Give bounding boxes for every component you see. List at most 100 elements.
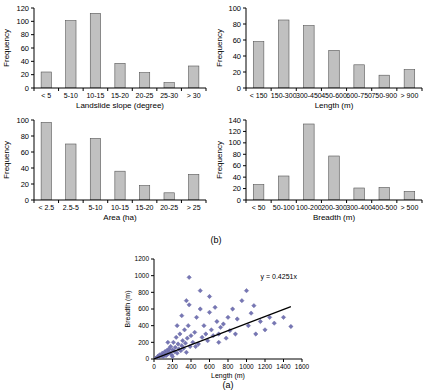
bar [90, 13, 100, 88]
y-tick-label: 40 [21, 57, 29, 66]
y-tick-label: 40 [233, 52, 241, 61]
x-tick-label: 600-750 [346, 92, 372, 99]
scatter-point [194, 315, 198, 319]
x-tick-label: 0 [152, 363, 156, 370]
y-tick-label: 20 [21, 70, 29, 79]
bar [329, 50, 340, 88]
x-tick-label: 750-900 [371, 92, 397, 99]
y-tick-label: 0 [25, 84, 29, 93]
scatter-point [182, 328, 186, 332]
x-tick-separator [34, 200, 35, 203]
bar-chart: 020406080100120140< 5050-100100-200200-3… [215, 116, 422, 222]
bar [404, 70, 415, 88]
x-axis-title: Area (ha) [103, 213, 137, 222]
y-axis-title: Frequency [215, 29, 224, 67]
x-tick-separator [346, 200, 347, 203]
bar [329, 156, 340, 200]
trend-line [154, 307, 291, 359]
x-tick-separator [296, 200, 297, 203]
scatter-point [185, 336, 189, 340]
plot-marks [154, 275, 293, 359]
y-tick-label: 100 [228, 4, 241, 13]
y-tick-label: 120 [228, 127, 241, 136]
background [0, 0, 433, 391]
x-tick-label: 1400 [276, 363, 291, 370]
bar [66, 144, 76, 200]
x-tick-separator [181, 88, 182, 91]
bar [354, 65, 365, 88]
scatter-point [187, 275, 191, 279]
x-tick-label: < 5 [41, 92, 51, 99]
y-tick-label: 80 [233, 20, 241, 29]
annotation: y = 0.4251x [261, 273, 298, 281]
scatter-point [226, 315, 230, 319]
y-tick-label: 100 [16, 116, 29, 125]
scatter-point [240, 298, 244, 302]
bar [139, 73, 149, 88]
y-tick-label: 1000 [135, 272, 150, 279]
y-tick-label: 20 [21, 180, 29, 189]
y-tick [31, 120, 34, 121]
x-tick [191, 359, 192, 362]
x-tick-separator [206, 200, 207, 203]
y-tick-label: 80 [233, 150, 241, 159]
y-axis-title: Breadth (m) [124, 291, 132, 328]
x-tick-label: > 30 [187, 92, 201, 99]
scatter-point [175, 351, 179, 355]
x-tick-label: 300-400 [346, 204, 372, 211]
panel-caption: (a) [223, 380, 234, 390]
scatter-chart: 0200400600800100012000200400600800100012… [124, 255, 310, 380]
x-tick-separator [396, 88, 397, 91]
bar [41, 122, 51, 200]
bar [379, 75, 390, 88]
x-tick-separator [107, 88, 108, 91]
y-tick-label: 200 [138, 339, 149, 346]
y-tick [151, 259, 154, 260]
y-tick-label: 60 [233, 161, 241, 170]
x-tick [246, 359, 247, 362]
y-tick-label: 0 [237, 84, 241, 93]
x-tick-label: 400 [186, 363, 197, 370]
bar [278, 176, 289, 200]
x-tick-separator [58, 200, 59, 203]
y-tick [31, 184, 34, 185]
x-tick-label: 10-15 [86, 92, 104, 99]
bar [164, 83, 174, 88]
y-tick-label: 60 [233, 36, 241, 45]
x-tick-label: 2.5-5 [63, 204, 79, 211]
x-tick-label: 1200 [258, 363, 273, 370]
scatter-point [170, 354, 174, 358]
x-axis-title: Length (m) [315, 101, 354, 110]
x-axis [34, 88, 206, 89]
scatter-point [204, 332, 208, 336]
y-tick-label: 20 [233, 68, 241, 77]
x-axis [246, 88, 422, 89]
scatter-point [207, 294, 211, 298]
bar [115, 171, 125, 200]
x-tick [154, 359, 155, 362]
y-tick [243, 40, 246, 41]
x-tick-separator [422, 200, 423, 203]
x-axis [246, 200, 422, 201]
y-tick [243, 72, 246, 73]
x-tick-separator [132, 88, 133, 91]
x-tick-separator [246, 200, 247, 203]
scatter-point [221, 322, 225, 326]
y-tick-label: 120 [16, 4, 29, 13]
y-tick-label: 100 [16, 17, 29, 26]
y-tick [151, 325, 154, 326]
x-tick [209, 359, 210, 362]
x-axis-title: Landslide slope (degree) [76, 101, 164, 110]
x-tick-label: 25-30 [160, 92, 178, 99]
scatter-point [281, 315, 285, 319]
bars [253, 20, 414, 88]
x-tick-separator [321, 200, 322, 203]
x-tick-separator [156, 88, 157, 91]
scatter-point [249, 311, 253, 315]
y-tick [31, 34, 34, 35]
x-axis [34, 200, 206, 201]
y-tick [151, 275, 154, 276]
y-tick-label: 40 [21, 164, 29, 173]
scatter-point [246, 323, 250, 327]
bar [189, 66, 199, 88]
